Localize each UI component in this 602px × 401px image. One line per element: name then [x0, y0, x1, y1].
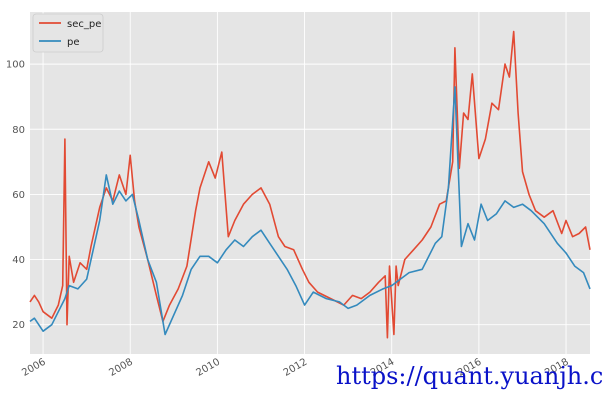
legend-label-sec-pe: sec_pe: [67, 19, 101, 30]
x-tick-label: 2010: [195, 357, 223, 379]
watermark-url: https://quant.yuanjh.cn: [336, 362, 602, 390]
series-layer: [29, 30, 591, 339]
x-tick-label: 2012: [282, 357, 310, 379]
y-tick-label: 20: [12, 320, 25, 331]
y-tick-label: 60: [12, 190, 25, 201]
x-tick-label: 2008: [107, 357, 135, 379]
y-tick-label: 80: [12, 125, 25, 136]
y-axis-tick-labels: 20 40 60 80 100: [6, 60, 25, 332]
x-tick-label: 2006: [20, 357, 48, 379]
legend-label-pe: pe: [67, 37, 80, 48]
y-tick-label: 40: [12, 255, 25, 266]
y-tick-label: 100: [6, 60, 25, 71]
plot-background: [30, 12, 590, 354]
series-line-pe: [29, 86, 591, 336]
legend: sec_pe pe: [32, 13, 104, 53]
